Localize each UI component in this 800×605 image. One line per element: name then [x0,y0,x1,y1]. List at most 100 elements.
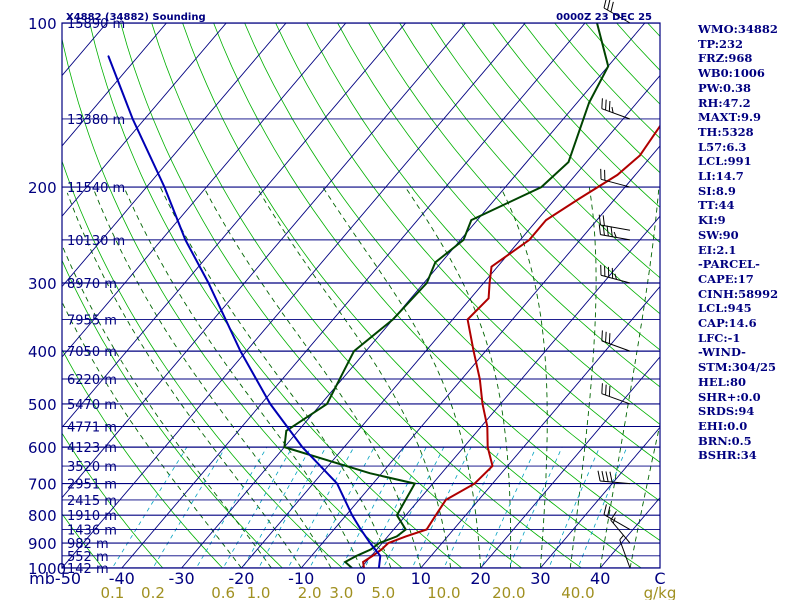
parcel-profile-point [108,55,110,57]
temperature-tick-label: -50 [55,569,81,588]
parcel-profile-point [269,403,271,405]
parcel-profile-point [132,118,134,120]
height-label: 3520 m [67,460,117,475]
mixing-ratio-line [544,447,600,579]
chart-datetime: 0000Z 23 DEC 25 [556,12,652,23]
temperature-tick-label: 30 [530,569,550,588]
parcel-profile-point [208,282,210,284]
temperature-profile-point [639,155,641,157]
parcel-profile-point [351,514,353,516]
mixing-ratio-line [504,447,562,579]
wind-barb [599,224,630,240]
barb-feather [602,383,603,393]
index-ei: EI:2.1 [698,243,798,258]
temperature-profile-point [362,561,364,563]
height-label: 8970 m [67,277,117,292]
height-label: 13380 m [67,113,125,128]
temperature-profile-point [426,529,428,531]
index-th: TH:5328 [698,125,798,140]
barb-feather [602,98,603,108]
temperature-profile-point [372,555,374,557]
index-shr: SHR+:0.0 [698,390,798,405]
temperature-profile-point [687,84,689,86]
temperature-profile-point [488,298,490,300]
index-wb0: WB0:1006 [698,66,798,81]
dewpoint-profile-point [426,282,428,284]
height-label: 15890 m [67,17,125,32]
stability-indices-panel: WMO:34882 TP:232 FRZ:968 WB0:1006 PW:0.3… [698,22,798,463]
temperature-profile-point [664,118,666,120]
dewpoint-profile-point [369,472,371,474]
dewpoint-profile-point [414,483,416,485]
index-maxt: MAXT:9.9 [698,110,798,125]
parcel-profile-point [360,529,362,531]
index-cap: CAP:14.6 [698,316,798,331]
dewpoint-profile-point [405,529,407,531]
temperature-profile-point [473,350,475,352]
mixing-ratio-line [407,447,472,579]
index-l57: L57:6.3 [698,140,798,155]
mixing-ratio-tick-label: 0.6 [211,584,235,600]
dry-adiabat [214,23,719,580]
index-rh: RH:47.2 [698,96,798,111]
index-tp: TP:232 [698,37,798,52]
dewpoint-profile-point [607,65,609,67]
temperature-profile-point [445,499,447,501]
temperature-profile-point [528,239,530,241]
barb-feather [606,332,607,342]
isotherm [0,23,406,568]
temperature-profile-point [617,174,619,176]
temperature-profile-point [491,266,493,268]
barb-feather [598,471,600,481]
dewpoint-profile-point [392,319,394,321]
isotherm [241,23,704,568]
temperature-profile-point [579,198,581,200]
parcel-profile-point [240,350,242,352]
index-wind-header: -WIND- [698,345,798,360]
temperature-profile-point [405,536,407,538]
barb-feather [620,535,624,540]
dewpoint-profile-point [588,102,590,104]
dewpoint-profile-point [435,262,437,264]
height-label: 10130 m [67,234,125,249]
index-lcl: LCL:991 [698,154,798,169]
mixing-ratio-tick-label: 1.0 [247,584,271,600]
parcel-profile-point [336,483,338,485]
isotherm [62,23,525,568]
mixing-ratio-line [336,447,405,579]
temperature-profile-point [492,465,494,467]
height-label: 5470 m [67,398,117,413]
temperature-tick-label: 0 [356,569,366,588]
wind-barb [602,383,630,404]
index-brn: BRN:0.5 [698,434,798,449]
temperature-profile-point [479,378,481,380]
barb-staff [602,394,630,404]
index-ki: KI:9 [698,213,798,228]
index-sw: SW:90 [698,228,798,243]
temperature-profile-point [489,282,491,284]
dewpoint-profile-point [568,161,570,163]
index-pw: PW:0.38 [698,81,798,96]
dewpoint-profile-point [370,549,372,551]
barb-feather [602,471,604,481]
barb-feather [607,226,608,236]
index-hel: HEL:80 [698,375,798,390]
moist-adiabat [124,187,361,568]
mixing-ratio-line [282,447,354,579]
mixing-ratio-line [573,447,627,579]
pressure-tick-label: 200 [28,179,57,197]
moist-adiabat [257,187,451,568]
moist-adiabat [204,187,421,568]
temperature-profile-point [387,542,389,544]
temperature-profile-point [486,426,488,428]
mixing-ratio-tick-label: 0.2 [141,584,165,600]
pressure-tick-label: 800 [28,507,57,525]
pressure-tick-label: 500 [28,396,57,414]
temperature-profile-point [467,319,469,321]
dewpoint-profile-point [285,430,287,432]
height-label: 7955 m [67,314,117,329]
index-stm: STM:304/25 [698,360,798,375]
moist-adiabat [160,187,391,568]
parcel-profile-point [302,446,304,448]
